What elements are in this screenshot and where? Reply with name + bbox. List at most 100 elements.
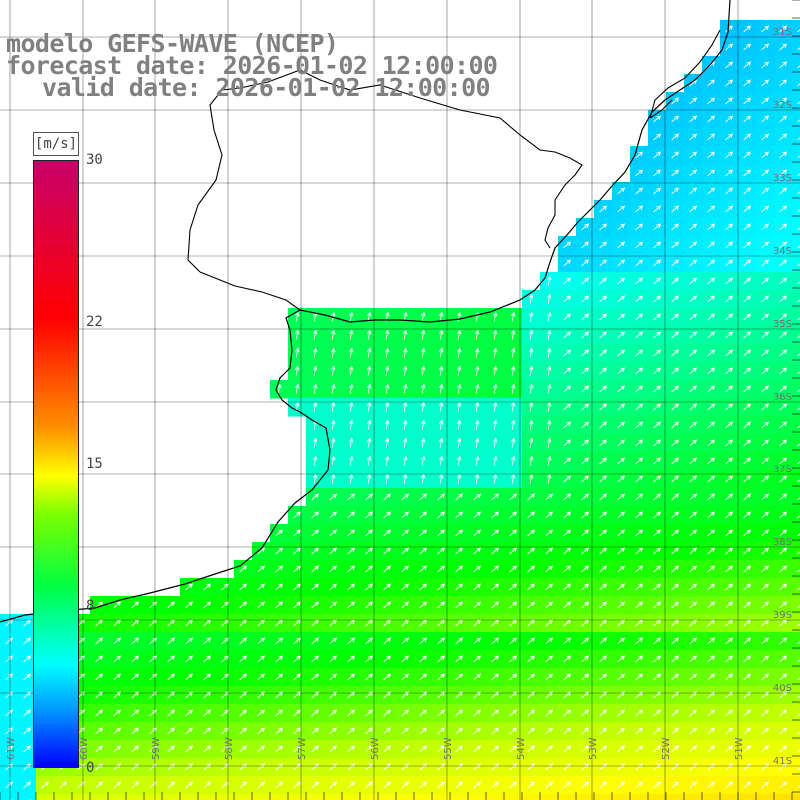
wind-arrow xyxy=(617,601,626,609)
wind-arrow xyxy=(491,601,500,609)
wind-arrow xyxy=(348,365,354,376)
wind-arrow xyxy=(761,61,770,69)
field-cell xyxy=(792,236,800,255)
wind-arrow xyxy=(510,311,516,322)
wind-arrow xyxy=(510,419,516,430)
wind-arrow xyxy=(473,493,482,501)
wind-arrow xyxy=(581,583,590,591)
wind-arrow xyxy=(221,655,230,663)
wind-arrow xyxy=(599,475,608,483)
wind-arrow xyxy=(743,655,752,663)
wind-arrow xyxy=(671,475,680,483)
wind-arrow xyxy=(492,383,498,394)
wind-arrow xyxy=(509,745,518,753)
wind-arrow xyxy=(635,475,644,483)
wind-arrow xyxy=(365,745,374,753)
wind-arrow xyxy=(725,223,734,231)
wind-arrow xyxy=(635,349,644,357)
wind-arrow xyxy=(383,601,392,609)
wind-speed-field xyxy=(0,20,800,800)
wind-arrow xyxy=(563,763,572,771)
wind-arrow xyxy=(779,187,788,195)
wind-arrow xyxy=(365,529,374,537)
wind-arrow xyxy=(599,655,608,663)
wind-arrow xyxy=(581,655,590,663)
wind-arrow xyxy=(527,601,536,609)
wind-arrow xyxy=(401,529,410,537)
wind-arrow xyxy=(761,385,770,393)
wind-arrow xyxy=(221,745,230,753)
wind-arrow xyxy=(113,655,122,663)
field-cell xyxy=(540,794,559,800)
wind-arrow xyxy=(653,115,662,123)
wind-arrow xyxy=(383,637,392,645)
wind-arrow xyxy=(761,781,770,789)
wind-arrow xyxy=(563,277,572,285)
wind-arrow xyxy=(743,583,752,591)
wind-arrow xyxy=(509,565,518,573)
wind-arrow xyxy=(419,511,428,519)
wind-arrow xyxy=(131,655,140,663)
wind-arrow xyxy=(635,295,644,303)
wind-arrow xyxy=(329,763,338,771)
wind-arrow xyxy=(492,419,498,430)
wind-arrow xyxy=(761,43,770,51)
wind-arrow xyxy=(689,97,698,105)
wind-arrow xyxy=(725,529,734,537)
wind-arrow xyxy=(473,673,482,681)
wind-arrow xyxy=(509,727,518,735)
field-cell xyxy=(792,794,800,800)
wind-arrow xyxy=(689,421,698,429)
field-cell xyxy=(270,794,289,800)
wind-arrow xyxy=(635,781,644,789)
wind-arrow xyxy=(635,709,644,717)
wind-arrow xyxy=(383,547,392,555)
wind-arrow xyxy=(671,349,680,357)
wind-arrow xyxy=(113,673,122,681)
wind-arrow xyxy=(437,637,446,645)
coastline xyxy=(0,0,731,623)
wind-arrow xyxy=(689,205,698,213)
field-cell xyxy=(792,74,800,93)
wind-arrow xyxy=(491,493,500,501)
lon-label: 61W xyxy=(6,737,17,760)
wind-arrow xyxy=(348,311,354,322)
wind-arrow xyxy=(456,383,462,394)
wind-arrow xyxy=(312,347,318,358)
wind-arrow xyxy=(779,763,788,771)
wind-arrow xyxy=(185,709,194,717)
wind-arrow xyxy=(707,439,716,447)
wind-arrow xyxy=(707,403,716,411)
wind-arrow xyxy=(599,781,608,789)
wind-arrow xyxy=(725,259,734,267)
wind-arrow xyxy=(617,349,626,357)
wind-arrow xyxy=(743,133,752,141)
wind-arrow xyxy=(329,511,338,519)
wind-arrow xyxy=(707,241,716,249)
wind-arrow xyxy=(563,385,572,393)
wind-arrow xyxy=(257,601,266,609)
wind-arrow xyxy=(761,601,770,609)
wind-arrow xyxy=(563,511,572,519)
wind-arrow xyxy=(401,493,410,501)
wind-arrow xyxy=(563,457,572,465)
wind-arrow xyxy=(491,529,500,537)
wind-arrow xyxy=(420,383,426,394)
wind-arrow xyxy=(653,259,662,267)
wind-arrow xyxy=(293,727,302,735)
wind-arrow xyxy=(419,745,428,753)
wind-arrow xyxy=(438,365,444,376)
wind-arrow xyxy=(257,673,266,681)
wind-arrow xyxy=(257,727,266,735)
wind-arrow xyxy=(365,583,374,591)
wind-arrow xyxy=(725,781,734,789)
wind-arrow xyxy=(689,241,698,249)
wind-arrow xyxy=(546,401,552,412)
wind-arrow xyxy=(599,277,608,285)
wind-arrow xyxy=(779,151,788,159)
wind-arrow xyxy=(725,475,734,483)
wind-arrow xyxy=(779,601,788,609)
wind-arrow xyxy=(689,493,698,501)
wind-arrow xyxy=(546,293,552,304)
wind-arrow xyxy=(347,547,356,555)
